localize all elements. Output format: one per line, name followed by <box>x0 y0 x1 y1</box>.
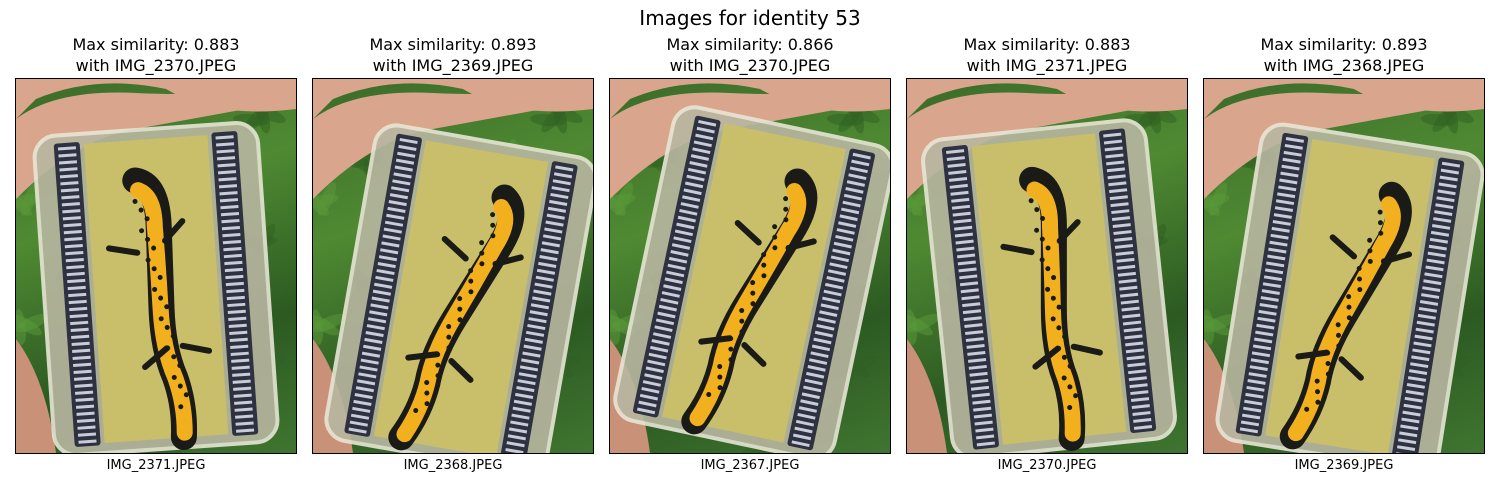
panel-title: Max similarity: 0.866 with IMG_2370.JPEG <box>609 34 891 78</box>
newt-photo-graphic <box>16 79 296 453</box>
match-line: with IMG_2370.JPEG <box>669 56 831 75</box>
newt-photo-graphic <box>313 79 593 453</box>
image-filename: IMG_2367.JPEG <box>700 458 800 473</box>
match-line: with IMG_2370.JPEG <box>75 56 237 75</box>
image-panel-5: Max similarity: 0.893 with IMG_2368.JPEG… <box>1203 34 1485 475</box>
match-line: with IMG_2371.JPEG <box>966 56 1128 75</box>
similarity-line: Max similarity: 0.893 <box>1260 35 1428 54</box>
panel-title: Max similarity: 0.893 with IMG_2368.JPEG <box>1203 34 1485 78</box>
newt-photo-graphic <box>1204 79 1484 453</box>
newt-photo <box>15 78 297 454</box>
similarity-line: Max similarity: 0.893 <box>369 35 537 54</box>
newt-photo-graphic <box>610 79 890 453</box>
image-panel-4: Max similarity: 0.883 with IMG_2371.JPEG… <box>906 34 1188 475</box>
newt-photo-graphic <box>907 79 1187 453</box>
newt-photo <box>1203 78 1485 454</box>
match-line: with IMG_2368.JPEG <box>1263 56 1425 75</box>
image-panel-3: Max similarity: 0.866 with IMG_2370.JPEG… <box>609 34 891 475</box>
similarity-line: Max similarity: 0.866 <box>666 35 834 54</box>
figure-title: Images for identity 53 <box>639 6 861 30</box>
panel-title: Max similarity: 0.883 with IMG_2370.JPEG <box>15 34 297 78</box>
panel-title: Max similarity: 0.883 with IMG_2371.JPEG <box>906 34 1188 78</box>
image-filename: IMG_2370.JPEG <box>997 458 1097 473</box>
newt-photo <box>906 78 1188 454</box>
similarity-line: Max similarity: 0.883 <box>963 35 1131 54</box>
image-panel-1: Max similarity: 0.883 with IMG_2370.JPEG… <box>15 34 297 475</box>
similarity-line: Max similarity: 0.883 <box>72 35 240 54</box>
newt-photo <box>609 78 891 454</box>
newt-photo <box>312 78 594 454</box>
image-filename: IMG_2369.JPEG <box>1294 458 1394 473</box>
match-line: with IMG_2369.JPEG <box>372 56 534 75</box>
image-panel-2: Max similarity: 0.893 with IMG_2369.JPEG… <box>312 34 594 475</box>
image-filename: IMG_2371.JPEG <box>106 458 206 473</box>
panel-title: Max similarity: 0.893 with IMG_2369.JPEG <box>312 34 594 78</box>
image-filename: IMG_2368.JPEG <box>403 458 503 473</box>
